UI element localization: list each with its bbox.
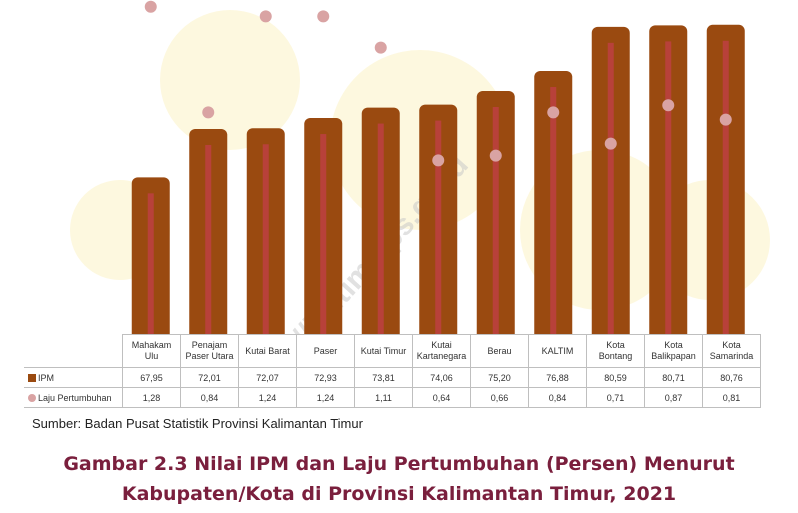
ipm-chart: https://kaltim.bps.go.id bbox=[70, 0, 770, 334]
table-cell-ipm: 72,07 bbox=[238, 367, 297, 388]
table-cell-laju: 1,24 bbox=[238, 387, 297, 408]
ipm-bar-inner bbox=[722, 40, 729, 334]
table-cell-ipm: 74,06 bbox=[412, 367, 471, 388]
table-cell-ipm: 80,76 bbox=[702, 367, 761, 388]
table-cell-ipm: 72,93 bbox=[296, 367, 355, 388]
ipm-bar-inner bbox=[435, 120, 442, 334]
table-column-header: Kutai Barat bbox=[238, 334, 297, 368]
ipm-bar-inner bbox=[377, 123, 384, 334]
table-cell-laju: 0,84 bbox=[528, 387, 587, 408]
table-row-ipm: IPM 67,95 72,01 72,07 72,93 73,81 74,06 75,20 7… bbox=[24, 367, 761, 388]
table-cell-laju: 1,24 bbox=[296, 387, 355, 408]
chart-area: https://kaltim.bps.go.id bbox=[70, 0, 770, 334]
column-header-line: Kota bbox=[664, 340, 683, 350]
table-cell-ipm: 67,95 bbox=[122, 367, 181, 388]
laju-point bbox=[374, 41, 387, 54]
laju-point bbox=[144, 0, 157, 13]
laju-point bbox=[317, 10, 330, 23]
legend-laju: Laju Pertumbuhan bbox=[24, 387, 123, 408]
column-header-line: Paser Utara bbox=[185, 351, 234, 361]
source-note: Sumber: Badan Pusat Statistik Provinsi K… bbox=[32, 416, 363, 431]
laju-point bbox=[202, 106, 215, 119]
table-cell-ipm: 72,01 bbox=[180, 367, 239, 388]
laju-swatch-icon bbox=[28, 394, 36, 403]
table-cell-laju: 1,28 bbox=[122, 387, 181, 408]
ipm-bar-inner bbox=[262, 144, 269, 334]
table-column-header: Kota Samarinda bbox=[702, 334, 761, 368]
table-cell-ipm: 73,81 bbox=[354, 367, 413, 388]
table-cell-ipm: 80,59 bbox=[586, 367, 645, 388]
table-cell-laju: 0,64 bbox=[412, 387, 471, 408]
table-cell-laju: 0,66 bbox=[470, 387, 529, 408]
table-column-header: KALTIM bbox=[528, 334, 587, 368]
table-cell-laju: 0,71 bbox=[586, 387, 645, 408]
column-header-line: Kutai Timur bbox=[360, 345, 407, 356]
ipm-bar-inner bbox=[665, 41, 672, 334]
column-header-line: Berau bbox=[487, 345, 512, 356]
ipm-bar-inner bbox=[320, 134, 327, 334]
table-header-row: Mahakam Ulu Penajam Paser Utara Kutai Barat P… bbox=[24, 334, 761, 368]
laju-point bbox=[604, 137, 617, 150]
table-cell-ipm: 80,71 bbox=[644, 367, 703, 388]
column-header-line: Kota bbox=[722, 340, 741, 350]
column-header-line: Mahakam bbox=[131, 340, 172, 350]
table-column-header: Kota Balikpapan bbox=[644, 334, 703, 368]
ipm-bar-inner bbox=[205, 144, 212, 334]
row-label-ipm: IPM bbox=[38, 372, 55, 383]
table-cell-ipm: 75,20 bbox=[470, 367, 529, 388]
column-header-line: Kutai bbox=[431, 340, 452, 350]
figure-caption-line1: Gambar 2.3 Nilai IPM dan Laju Pertumbuha… bbox=[63, 453, 735, 475]
table-column-header: Penajam Paser Utara bbox=[180, 334, 239, 368]
column-header-line: Kartanegara bbox=[416, 351, 467, 361]
column-header-line: Bontang bbox=[598, 351, 633, 361]
ipm-bar-inner bbox=[607, 42, 614, 334]
table-column-header: Kutai Kartanegara bbox=[412, 334, 471, 368]
table-cell-laju: 1,11 bbox=[354, 387, 413, 408]
ipm-bar-inner bbox=[550, 87, 557, 334]
table-corner bbox=[24, 334, 123, 368]
column-header-line: KALTIM bbox=[541, 345, 574, 356]
column-header-line: Paser bbox=[313, 345, 338, 356]
column-header-line: Balikpapan bbox=[651, 351, 696, 361]
watermark-blob bbox=[160, 10, 300, 150]
table-column-header: Kutai Timur bbox=[354, 334, 413, 368]
column-header-line: Kota bbox=[606, 340, 625, 350]
table-cell-laju: 0,84 bbox=[180, 387, 239, 408]
laju-point bbox=[432, 154, 445, 167]
table-cell-laju: 0,87 bbox=[644, 387, 703, 408]
ipm-swatch-icon bbox=[28, 374, 36, 383]
table-row-laju: Laju Pertumbuhan 1,28 0,84 1,24 1,24 1,11 0,6… bbox=[24, 387, 761, 408]
table-column-header: Berau bbox=[470, 334, 529, 368]
row-label-laju: Laju Pertumbuhan bbox=[38, 392, 112, 403]
table-cell-laju: 0,81 bbox=[702, 387, 761, 408]
column-header-line: Penajam bbox=[191, 340, 228, 350]
laju-point bbox=[259, 10, 272, 23]
column-header-line: Samarinda bbox=[709, 351, 754, 361]
ipm-bar-inner bbox=[147, 193, 154, 334]
table-cell-ipm: 76,88 bbox=[528, 367, 587, 388]
ipm-bar-inner bbox=[492, 107, 499, 334]
legend-ipm: IPM bbox=[24, 367, 123, 388]
laju-point bbox=[547, 106, 560, 119]
table-column-header: Paser bbox=[296, 334, 355, 368]
data-table: Mahakam Ulu Penajam Paser Utara Kutai Barat P… bbox=[24, 334, 761, 408]
column-header-line: Kutai Barat bbox=[245, 345, 290, 356]
table-column-header: Kota Bontang bbox=[586, 334, 645, 368]
table-column-header: Mahakam Ulu bbox=[122, 334, 181, 368]
figure-caption-line2: Kabupaten/Kota di Provinsi Kalimantan Ti… bbox=[121, 483, 677, 505]
laju-point bbox=[719, 113, 732, 126]
laju-point bbox=[662, 99, 675, 112]
laju-point bbox=[489, 149, 502, 162]
column-header-line: Ulu bbox=[144, 351, 159, 361]
